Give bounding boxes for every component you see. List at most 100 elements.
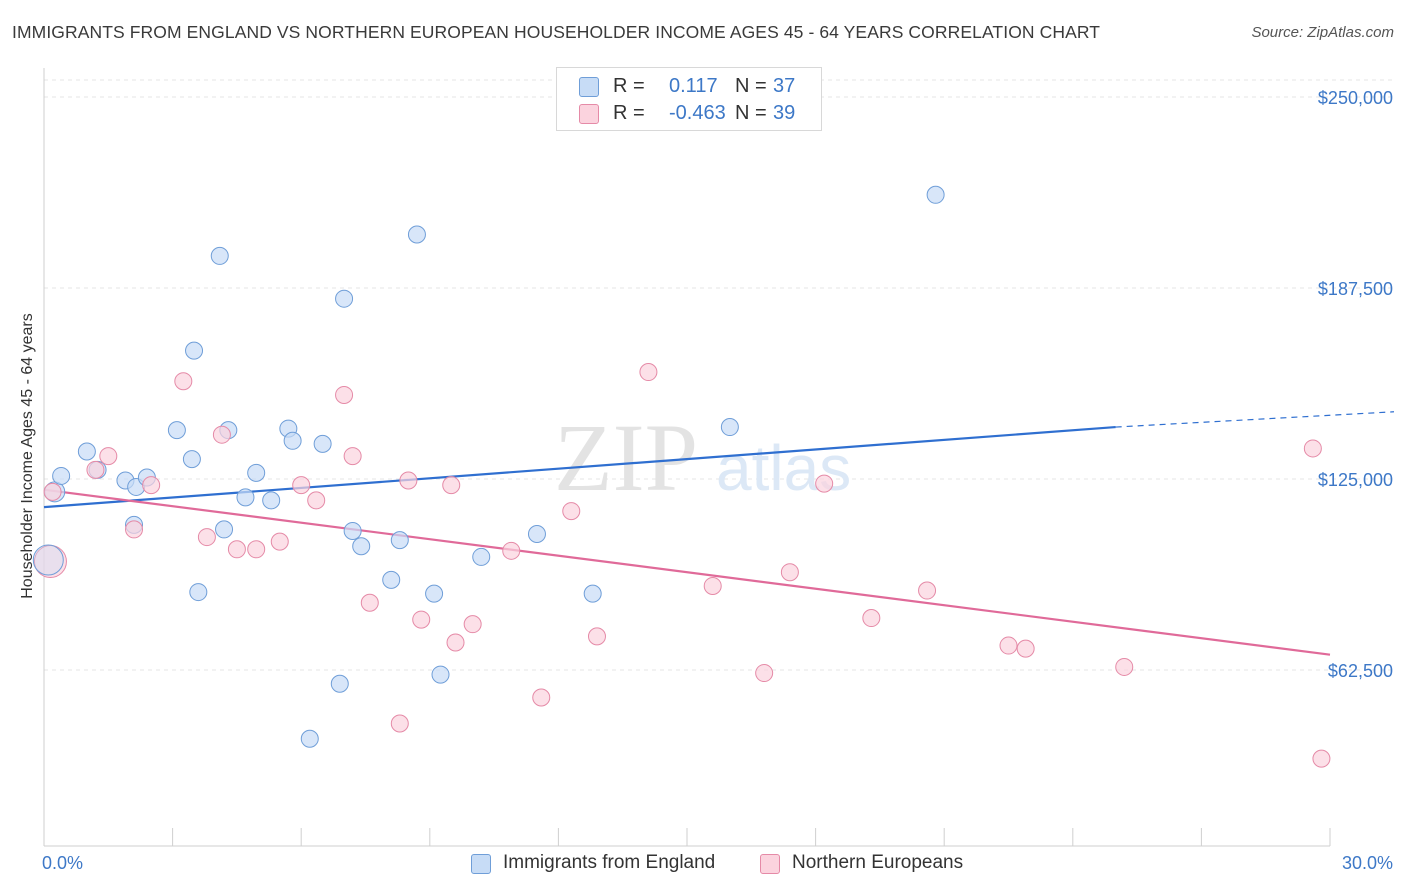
point-england — [330, 674, 349, 693]
point-england — [407, 225, 426, 244]
x-tick-label: 0.0% — [42, 853, 83, 873]
point-england — [390, 531, 409, 550]
watermark: ZIP atlas — [554, 404, 851, 511]
watermark-atlas: atlas — [716, 432, 851, 504]
point-northern — [335, 385, 354, 404]
point-england — [182, 450, 201, 469]
legend-swatch-england — [579, 77, 599, 97]
chart-title: IMMIGRANTS FROM ENGLAND VS NORTHERN EURO… — [12, 22, 1101, 42]
point-england — [215, 520, 234, 539]
point-northern — [639, 363, 658, 382]
point-northern — [780, 563, 799, 582]
point-northern — [463, 615, 482, 634]
point-northern — [1303, 439, 1322, 458]
point-england — [210, 246, 229, 265]
point-northern — [247, 540, 266, 559]
point-northern — [502, 541, 521, 560]
point-northern — [292, 476, 311, 495]
point-northern — [532, 688, 551, 707]
legend-label-northern: Northern Europeans — [792, 852, 964, 873]
point-england — [262, 491, 281, 510]
y-tick-label: $187,500 — [1318, 279, 1393, 299]
trend-lines — [43, 411, 1395, 656]
point-england — [313, 434, 332, 453]
trend-line-england — [43, 425, 1116, 509]
point-northern — [1115, 657, 1134, 676]
point-northern — [343, 447, 362, 466]
point-northern — [815, 474, 834, 493]
point-northern — [918, 581, 937, 600]
point-england — [32, 544, 64, 576]
legend-n-value: 37 — [773, 75, 796, 97]
point-england — [283, 431, 302, 450]
x-tick-label: 30.0% — [1342, 853, 1393, 873]
point-northern — [1016, 639, 1035, 658]
point-england — [300, 729, 319, 748]
legend-r-value: 0.117 — [669, 75, 718, 97]
point-england — [720, 418, 739, 437]
point-northern — [174, 372, 193, 391]
point-northern — [307, 491, 326, 510]
point-northern — [99, 447, 118, 466]
trend-line-northern — [43, 488, 1331, 656]
point-england — [52, 466, 71, 485]
point-northern — [86, 460, 105, 479]
y-tick-label: $250,000 — [1318, 88, 1393, 108]
point-northern — [197, 528, 216, 547]
point-northern — [360, 593, 379, 612]
point-england — [583, 584, 602, 603]
chart-source: Source: ZipAtlas.com — [1251, 24, 1394, 41]
point-england — [382, 570, 401, 589]
axes — [43, 68, 1331, 847]
point-england — [926, 185, 945, 204]
trend-line-england-extension — [1115, 411, 1395, 428]
point-northern — [1312, 749, 1331, 768]
legend-n-label: N = — [735, 102, 767, 124]
point-northern — [703, 576, 722, 595]
point-england — [425, 584, 444, 603]
point-england — [335, 289, 354, 308]
point-england — [167, 421, 186, 440]
point-england — [527, 525, 546, 544]
point-northern — [227, 540, 246, 559]
point-northern — [587, 627, 606, 646]
point-northern — [862, 609, 881, 628]
legend-r-value: -0.463 — [669, 102, 726, 124]
point-england — [343, 521, 362, 540]
point-northern — [212, 425, 231, 444]
point-northern — [442, 476, 461, 495]
point-northern — [412, 610, 431, 629]
point-england — [77, 442, 96, 461]
point-england — [236, 488, 255, 507]
legend-n-label: N = — [735, 75, 767, 97]
data-points — [32, 185, 1331, 768]
point-england — [247, 463, 266, 482]
point-northern — [999, 636, 1018, 655]
legend-label-england: Immigrants from England — [503, 852, 716, 873]
tick-labels: $62,500 $125,000 $187,500 $250,000 0.0% 30.0% — [42, 88, 1393, 873]
legend-n-value: 39 — [773, 102, 796, 124]
point-northern — [270, 532, 289, 551]
point-northern — [399, 471, 418, 490]
legend-swatch-northern — [579, 104, 599, 124]
legend-r-label: R = — [613, 102, 645, 124]
y-tick-label: $62,500 — [1328, 661, 1393, 681]
point-england — [472, 547, 491, 566]
point-england — [431, 665, 450, 684]
y-tick-label: $125,000 — [1318, 470, 1393, 490]
point-england — [189, 583, 208, 602]
point-northern — [446, 633, 465, 652]
point-northern — [142, 476, 161, 495]
point-northern — [43, 482, 62, 501]
correlation-legend: R = 0.117 N = 37 R = -0.463 N = 39 — [556, 67, 822, 131]
point-england — [185, 341, 204, 360]
point-northern — [390, 714, 409, 733]
point-northern — [755, 664, 774, 683]
point-northern — [562, 502, 581, 521]
point-northern — [125, 520, 144, 539]
legend-r-label: R = — [613, 75, 645, 97]
watermark-zip: ZIP — [554, 404, 698, 511]
legend-swatch-northern — [760, 854, 780, 874]
point-england — [352, 537, 371, 556]
